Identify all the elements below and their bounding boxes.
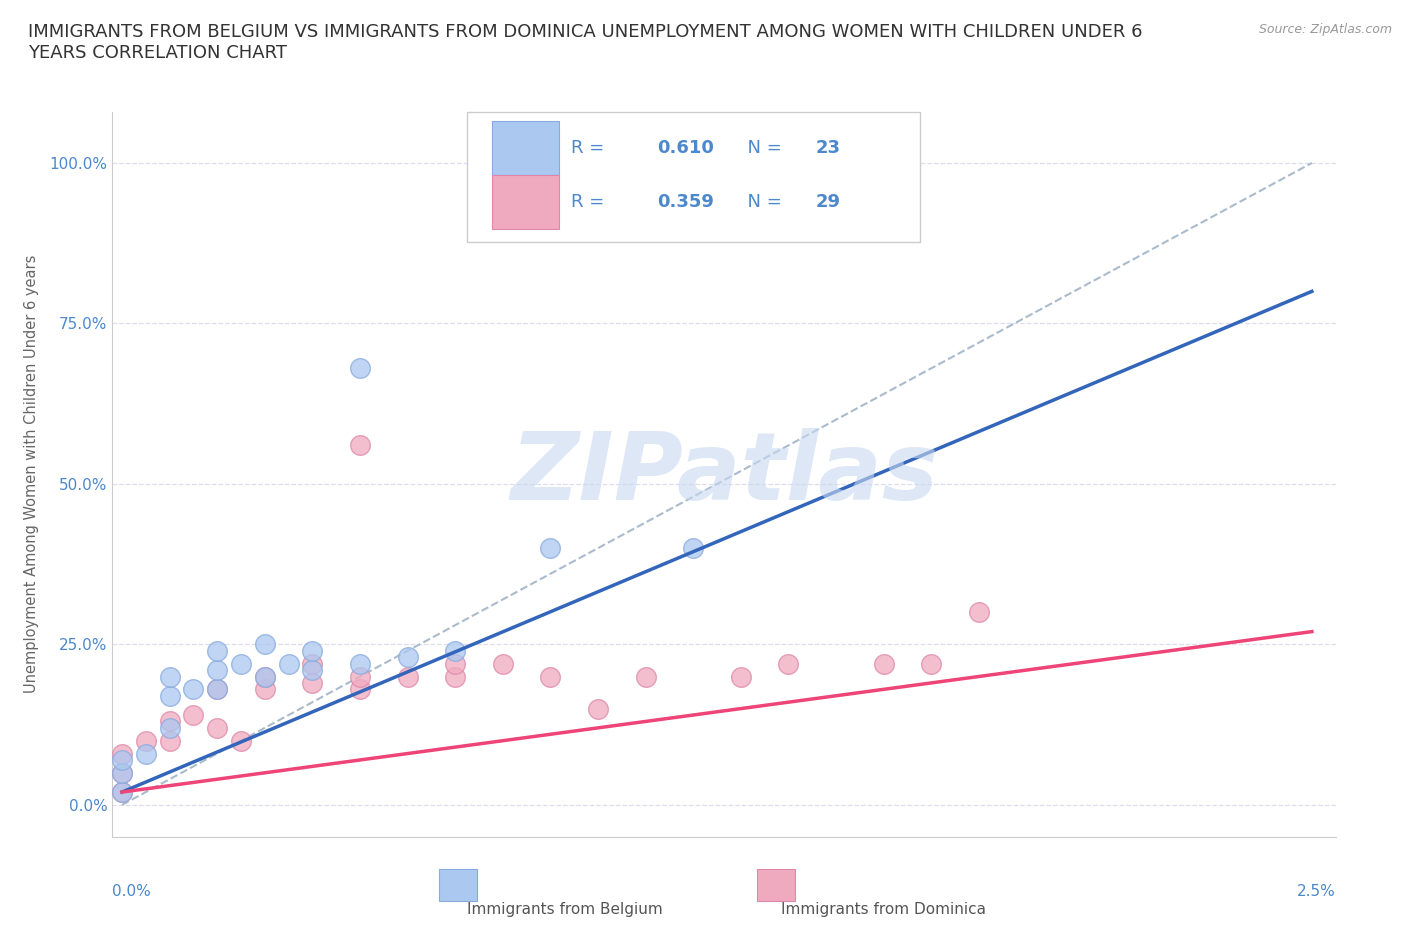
FancyBboxPatch shape [439,869,477,901]
Text: Source: ZipAtlas.com: Source: ZipAtlas.com [1258,23,1392,36]
Text: R =: R = [571,193,610,211]
Point [444,644,467,658]
Point [349,669,371,684]
Point [135,733,157,748]
Point [111,785,134,800]
Point [586,701,609,716]
Text: N =: N = [737,139,787,157]
Point [205,682,228,697]
Point [634,669,657,684]
Text: Immigrants from Belgium: Immigrants from Belgium [467,902,664,917]
Point [253,669,276,684]
Text: Immigrants from Dominica: Immigrants from Dominica [780,902,986,917]
Point [277,657,299,671]
Point [111,765,134,780]
Point [349,361,371,376]
Point [253,637,276,652]
Point [111,746,134,761]
FancyBboxPatch shape [492,121,560,175]
Point [183,682,205,697]
Point [253,669,276,684]
Point [778,657,800,671]
Point [538,669,561,684]
Point [396,669,419,684]
Point [349,657,371,671]
Point [205,721,228,736]
Y-axis label: Unemployment Among Women with Children Under 6 years: Unemployment Among Women with Children U… [24,255,38,694]
Point [229,733,252,748]
Point [920,657,942,671]
Text: ZIPatlas: ZIPatlas [510,429,938,520]
Point [301,675,323,690]
Text: 29: 29 [815,193,841,211]
Point [682,540,704,555]
Point [111,785,134,800]
Point [301,644,323,658]
Point [159,714,181,729]
Text: 23: 23 [815,139,841,157]
Text: R =: R = [571,139,610,157]
Point [205,682,228,697]
Text: N =: N = [737,193,787,211]
Point [159,733,181,748]
Point [253,682,276,697]
Point [349,438,371,453]
Point [349,682,371,697]
Text: 0.359: 0.359 [657,193,714,211]
Point [444,657,467,671]
Point [111,752,134,767]
Point [301,663,323,678]
Text: 0.0%: 0.0% [112,884,152,899]
Point [205,663,228,678]
Point [444,669,467,684]
Point [205,644,228,658]
Point [159,721,181,736]
Point [159,669,181,684]
Text: 0.610: 0.610 [657,139,714,157]
Text: 2.5%: 2.5% [1296,884,1336,899]
Text: IMMIGRANTS FROM BELGIUM VS IMMIGRANTS FROM DOMINICA UNEMPLOYMENT AMONG WOMEN WIT: IMMIGRANTS FROM BELGIUM VS IMMIGRANTS FR… [28,23,1143,62]
FancyBboxPatch shape [756,869,794,901]
Point [229,657,252,671]
Point [967,604,990,619]
Point [872,657,894,671]
FancyBboxPatch shape [467,112,920,242]
Point [183,708,205,723]
Point [492,657,515,671]
FancyBboxPatch shape [492,175,560,230]
Point [538,540,561,555]
Point [135,746,157,761]
Point [396,650,419,665]
Point [111,765,134,780]
Point [159,688,181,703]
Point [301,657,323,671]
Point [730,669,752,684]
